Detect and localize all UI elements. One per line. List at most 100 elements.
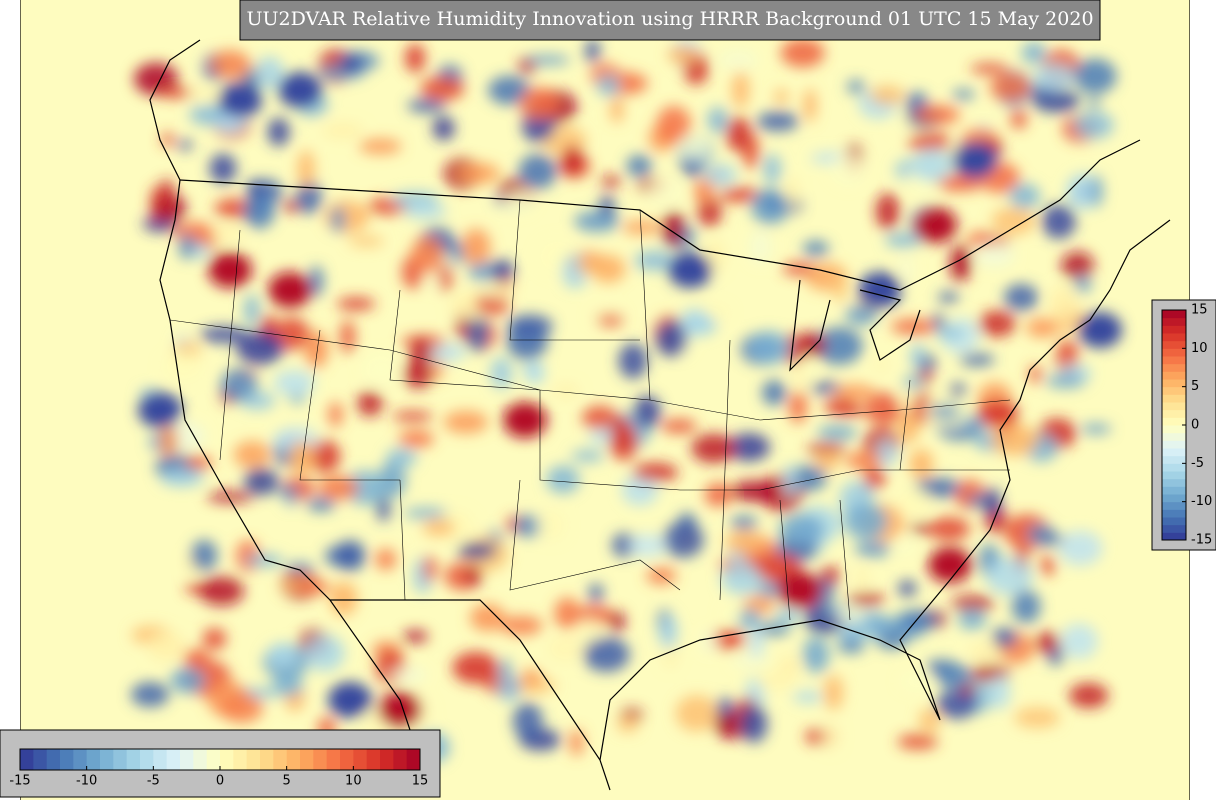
humidity-blob [130, 682, 170, 707]
humidity-blob [561, 145, 584, 176]
humidity-blob [662, 210, 685, 247]
humidity-blob [774, 608, 802, 625]
colorbar-tick-label: -5 [1191, 456, 1204, 471]
humidity-blob [847, 79, 865, 94]
humidity-blob [267, 643, 297, 667]
humidity-blob [273, 370, 315, 396]
humidity-blob [546, 465, 580, 494]
great-lakes [789, 279, 921, 372]
humidity-blob [989, 72, 1031, 102]
humidity-blob [1032, 63, 1076, 91]
humidity-blob [1074, 275, 1092, 294]
colorbar-cell [33, 749, 48, 770]
map-area [20, 0, 1190, 800]
humidity-blob [507, 314, 553, 338]
humidity-blob [928, 547, 972, 583]
humidity-blob [518, 153, 557, 189]
humidity-blob [1061, 251, 1094, 280]
humidity-blob [1078, 312, 1122, 348]
humidity-blob [609, 611, 625, 632]
humidity-blob [611, 533, 637, 558]
humidity-blob [472, 283, 512, 298]
humidity-blob [457, 162, 501, 185]
humidity-blob [273, 317, 310, 351]
humidity-blob [134, 62, 178, 96]
colorbar-cell [1162, 394, 1186, 403]
humidity-blob [389, 668, 427, 681]
colorbar-tick-label: 0 [1191, 418, 1199, 433]
humidity-blob [490, 356, 513, 390]
humidity-blob [503, 402, 547, 438]
colorbar-cell [393, 749, 408, 770]
humidity-blob [748, 625, 765, 658]
colorbar-cell [1162, 356, 1186, 365]
humidity-blob [386, 448, 417, 468]
humidity-blob [487, 259, 515, 282]
humidity-blob [802, 240, 829, 257]
humidity-blob [647, 176, 685, 206]
northern-border [179, 139, 1141, 291]
humidity-blob [404, 43, 426, 73]
humidity-field [130, 37, 1122, 764]
humidity-blob [554, 597, 581, 630]
humidity-blob [178, 233, 195, 260]
colorbar-cell [100, 749, 114, 770]
humidity-blob [403, 203, 447, 219]
humidity-blob [721, 607, 742, 620]
humidity-blob [600, 175, 622, 187]
humidity-blob [583, 636, 630, 672]
colorbar-cell [113, 749, 128, 770]
colorbar-cell [326, 749, 341, 770]
humidity-blob [774, 89, 789, 105]
humidity-blob [466, 314, 489, 352]
humidity-blob [208, 252, 252, 288]
humidity-blob [629, 534, 666, 558]
humidity-blob [571, 450, 605, 462]
humidity-blob [951, 595, 995, 612]
humidity-blob [407, 98, 446, 113]
humidity-blob [457, 542, 497, 560]
colorbar-tick-label: -15 [1191, 533, 1212, 548]
humidity-blob [873, 358, 888, 373]
colorbar-cell [313, 749, 328, 770]
humidity-blob [763, 153, 781, 185]
humidity-blob [910, 342, 926, 371]
humidity-blob [1090, 175, 1103, 208]
humidity-blob [304, 331, 329, 368]
humidity-blob [736, 609, 761, 629]
humidity-blob [285, 561, 315, 573]
title-box [239, 0, 1101, 41]
humidity-blob [420, 76, 465, 101]
colorbar-cell [20, 749, 34, 770]
humidity-blob [815, 327, 863, 365]
humidity-blob [461, 228, 491, 266]
colorbar-cell [1162, 440, 1186, 449]
humidity-blob [398, 430, 434, 448]
humidity-blob [1040, 555, 1055, 576]
colorbar-tick-label: 5 [1191, 379, 1199, 394]
humidity-blob [959, 353, 995, 366]
humidity-blob [823, 674, 844, 711]
colorbar-cell [1162, 432, 1186, 441]
humidity-blob [293, 581, 331, 595]
humidity-blob [220, 368, 258, 401]
humidity-blob [707, 107, 728, 134]
humidity-blob [161, 132, 174, 147]
humidity-blob [936, 174, 984, 192]
humidity-blob [952, 89, 975, 100]
colorbar-cell [126, 749, 141, 770]
humidity-blob [402, 630, 429, 643]
humidity-blob [336, 297, 376, 311]
humidity-blob [209, 50, 251, 79]
humidity-blob [953, 142, 997, 178]
colorbar-cell [1162, 417, 1186, 426]
humidity-blob [159, 468, 204, 487]
humidity-blob [521, 668, 542, 686]
humidity-blob [1074, 111, 1114, 139]
humidity-blob [1080, 423, 1112, 435]
humidity-blob [206, 491, 254, 503]
humidity-blob [159, 178, 175, 214]
humidity-blob [1021, 42, 1047, 64]
colorbar-cell [1162, 409, 1186, 418]
colorbar-cell [1162, 478, 1186, 487]
